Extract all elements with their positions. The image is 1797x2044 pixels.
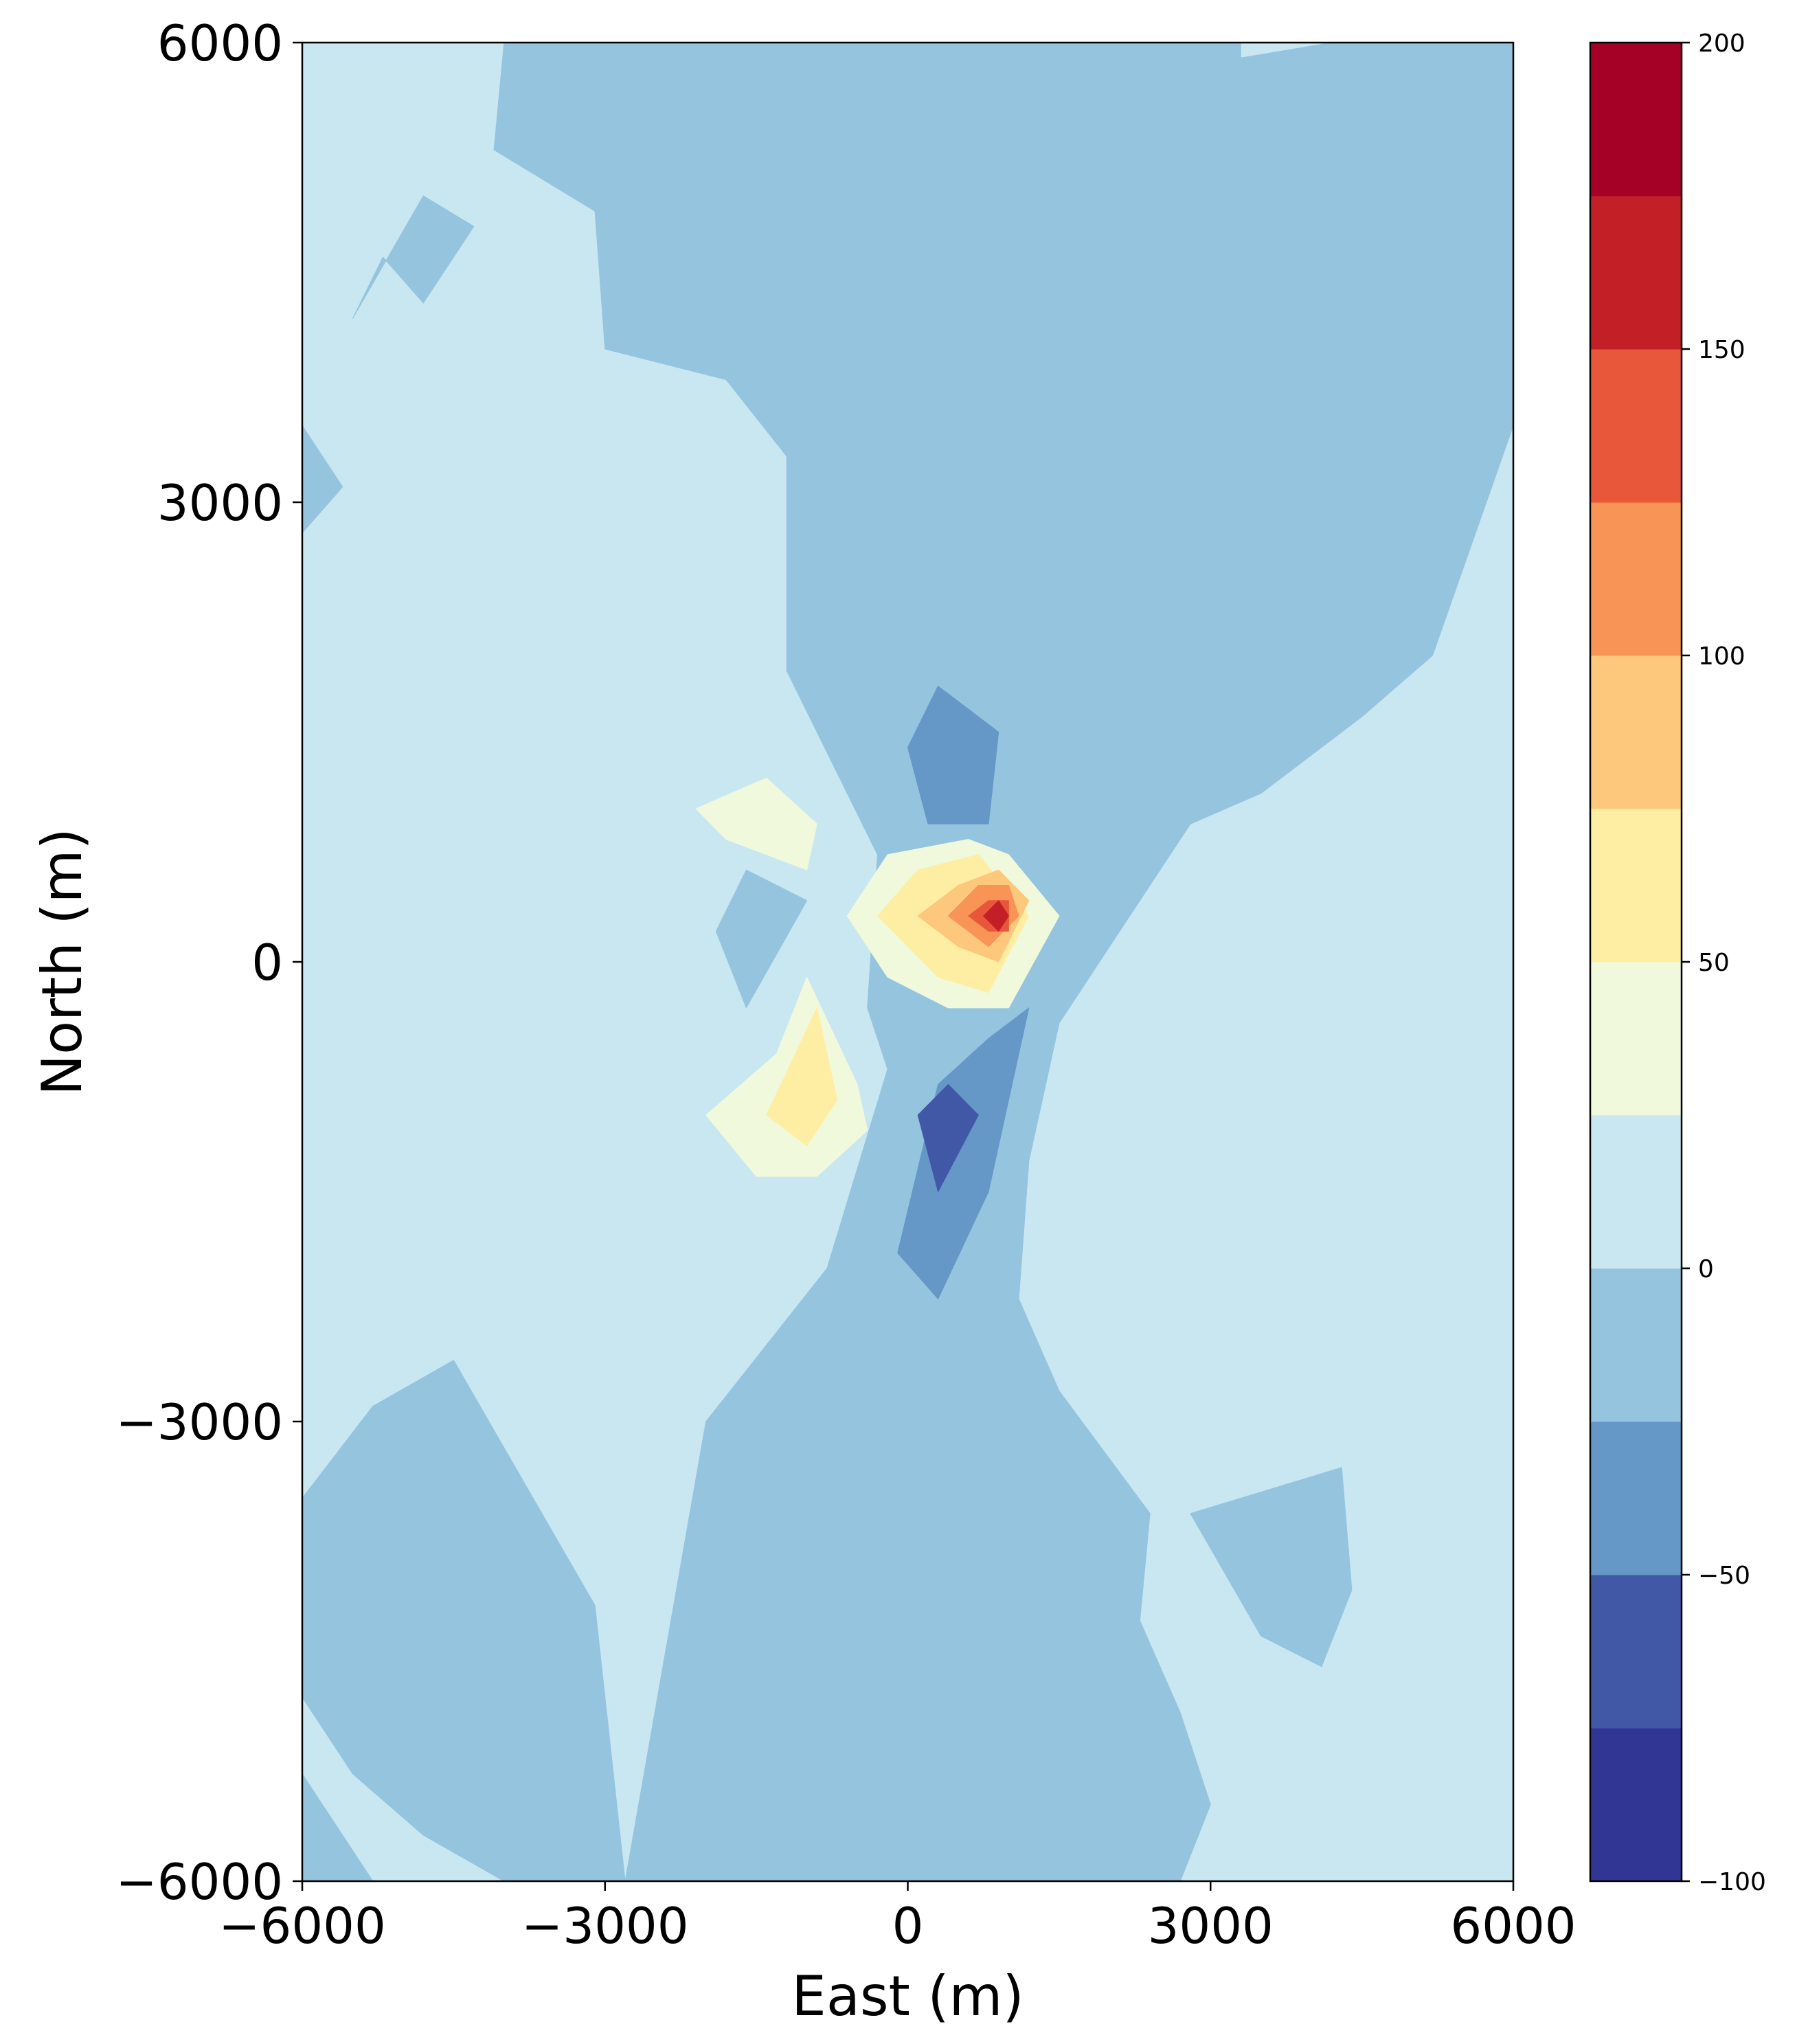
contour-region (715, 869, 808, 1009)
colorbar: −100 −50 0 50 100 150 200 (1589, 30, 1766, 1896)
contour-region (983, 900, 1009, 932)
y-tick-label: 0 (251, 934, 283, 991)
colorbar-tick-label: 50 (1698, 949, 1730, 977)
plot-area (301, 41, 1515, 1883)
colorbar-tick-label: −100 (1698, 1868, 1766, 1896)
colorbar-tick-label: 150 (1698, 336, 1745, 364)
colorbar-swatch (1590, 1575, 1682, 1729)
x-tick-label: −3000 (521, 1897, 689, 1955)
x-tick-label: 0 (892, 1897, 924, 1955)
colorbar-tick-label: 200 (1698, 30, 1745, 58)
colorbar-swatch (1590, 962, 1682, 1116)
x-axis-title: East (m) (791, 1964, 1024, 2028)
contour-region (1190, 1467, 1353, 1667)
contour-region (897, 1007, 1030, 1300)
colorbar-tick-label: 0 (1698, 1255, 1714, 1283)
x-tick-label: 3000 (1148, 1897, 1274, 1955)
colorbar-tick-label: −50 (1698, 1562, 1750, 1590)
y-axis: −6000 −3000 0 3000 6000 (115, 14, 302, 1911)
colorbar-swatch (1590, 655, 1682, 809)
colorbar-swatch (1590, 1115, 1682, 1269)
x-axis: −6000 −3000 0 3000 6000 (218, 1881, 1576, 1955)
contour-region (907, 686, 999, 824)
contour-region (766, 1007, 838, 1147)
y-tick-label: −3000 (115, 1393, 283, 1451)
contour-region (302, 425, 343, 534)
contour-regions (302, 43, 1513, 1881)
y-axis-title: North (m) (30, 828, 94, 1096)
colorbar-swatch (1590, 196, 1682, 350)
contour-region (695, 777, 817, 871)
colorbar-swatch (1590, 502, 1682, 656)
contour-region (917, 1083, 979, 1192)
colorbar-swatch (1590, 43, 1682, 196)
x-tick-label: −6000 (218, 1897, 386, 1955)
y-tick-label: 3000 (157, 474, 283, 532)
colorbar-swatch (1590, 1728, 1682, 1882)
colorbar-tick-label: 100 (1698, 642, 1745, 671)
y-tick-label: −6000 (115, 1853, 283, 1911)
x-tick-label: 6000 (1450, 1897, 1576, 1955)
colorbar-swatch (1590, 1422, 1682, 1575)
colorbar-swatch (1590, 349, 1682, 503)
colorbar-swatch (1590, 809, 1682, 963)
contour-region (352, 195, 475, 319)
colorbar-swatch (1590, 1268, 1682, 1422)
y-tick-label: 6000 (157, 14, 283, 72)
